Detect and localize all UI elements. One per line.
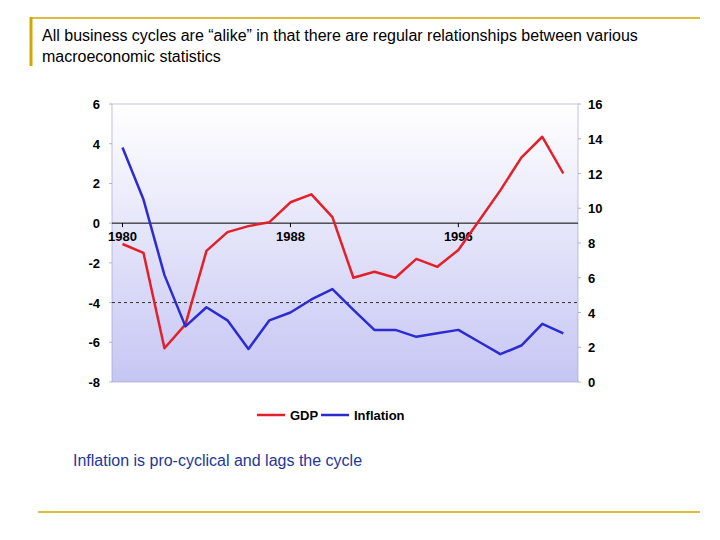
decor-rule: [30, 17, 33, 66]
y2-tick: [578, 277, 581, 278]
y2-tick-label: 2: [588, 340, 595, 355]
legend-swatch: [321, 414, 349, 417]
y-tick: [109, 262, 112, 263]
y2-tick: [578, 243, 581, 244]
y-tick: [109, 104, 112, 105]
series-line: [123, 137, 564, 348]
y-tick: [109, 342, 112, 343]
y2-tick-label: 16: [588, 97, 602, 112]
y-tick-label: -4: [88, 296, 100, 311]
y2-tick-label: 14: [588, 132, 603, 147]
y-tick-label: -6: [88, 335, 100, 350]
chart: -8-6-4-202460246810121416198019881996GDP…: [0, 0, 720, 540]
y-tick: [109, 183, 112, 184]
x-tick: [458, 223, 459, 227]
x-tick-label: 1980: [108, 229, 137, 244]
y2-tick: [578, 138, 581, 139]
y-tick-label: 0: [93, 216, 100, 231]
y2-tick-label: 8: [588, 236, 595, 251]
decor-rule: [38, 511, 700, 513]
x-axis: [112, 223, 578, 224]
y2-tick: [578, 208, 581, 209]
y-tick: [109, 382, 112, 383]
y2-tick-label: 12: [588, 167, 602, 182]
y2-tick-label: 10: [588, 201, 602, 216]
legend-label: Inflation: [354, 408, 405, 423]
slide-title: All business cycles are “alike” in that …: [42, 25, 667, 67]
y2-tick-label: 0: [588, 375, 595, 390]
y-tick-label: -8: [88, 375, 100, 390]
y-tick: [109, 223, 112, 224]
y-tick-label: 2: [93, 176, 100, 191]
y2-tick: [578, 104, 581, 105]
y-tick-label: 4: [93, 137, 101, 152]
y-tick: [109, 302, 112, 303]
annotation: Inflation is pro-cyclical and lags the c…: [73, 452, 362, 469]
decor-rule: [31, 17, 700, 19]
y-tick-label: -2: [88, 256, 100, 271]
y-tick: [109, 143, 112, 144]
plot-area: [112, 104, 578, 382]
legend-label: GDP: [290, 408, 319, 423]
y2-tick: [578, 173, 581, 174]
y2-tick: [578, 382, 581, 383]
series-line: [123, 147, 564, 354]
y2-tick: [578, 347, 581, 348]
y-tick-label: 6: [93, 97, 100, 112]
y2-tick-label: 4: [588, 306, 596, 321]
series-group: [123, 137, 564, 354]
x-tick: [290, 223, 291, 227]
y2-tick: [578, 312, 581, 313]
x-tick-label: 1988: [276, 229, 305, 244]
x-tick: [122, 223, 123, 227]
y2-tick-label: 6: [588, 271, 595, 286]
legend-swatch: [257, 414, 285, 417]
